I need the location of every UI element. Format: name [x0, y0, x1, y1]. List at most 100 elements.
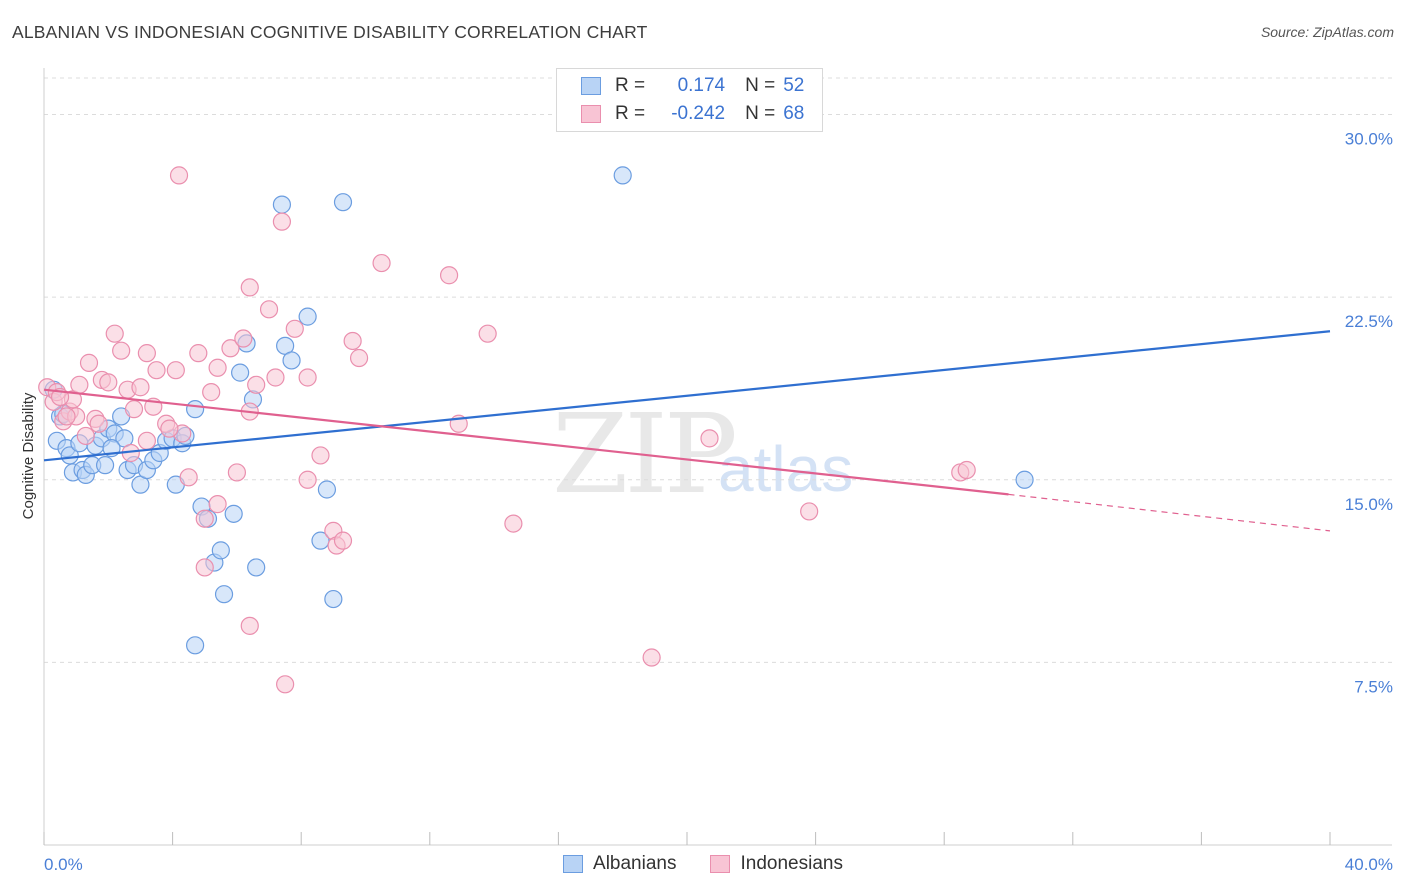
indonesians-point: [137, 344, 156, 363]
indonesians-point: [234, 329, 253, 348]
indonesians-swatch: [710, 855, 731, 873]
r-value-indonesians: -0.242: [671, 103, 726, 124]
indonesians-point: [70, 375, 89, 394]
indonesians-point: [227, 463, 246, 482]
legend-item-indonesians[interactable]: Indonesians: [710, 853, 843, 875]
indonesians-point: [160, 419, 179, 438]
n-value-indonesians: 68: [783, 103, 805, 124]
albanians-point: [317, 480, 337, 499]
indonesians-point: [105, 324, 124, 343]
legend-row-albanians: R = 0.174 N = 52: [581, 74, 804, 98]
albanians-point: [95, 456, 115, 475]
indonesians-point: [137, 431, 156, 450]
indonesians-point: [700, 429, 719, 448]
indonesians-point: [221, 339, 240, 358]
indonesians-point: [166, 361, 185, 380]
indonesians-point: [202, 383, 221, 402]
indonesians-point: [298, 368, 317, 387]
legend-label-albanians: Albanians: [593, 853, 677, 874]
data-points: [38, 166, 1034, 694]
indonesians-point: [79, 353, 99, 372]
albanians-point: [247, 558, 266, 577]
indonesians-trend-line: [43, 388, 1009, 496]
series-legend: Albanians Indonesians: [0, 852, 1406, 876]
indonesians-point: [195, 558, 214, 577]
albanians-point: [333, 193, 353, 212]
indonesians-point: [169, 166, 189, 185]
indonesians-point: [112, 341, 131, 360]
source-credit: Source: ZipAtlas.com: [1260, 24, 1394, 40]
stats-legend: R = 0.174 N = 52 R = -0.242 N = 68: [556, 68, 823, 132]
indonesians-point: [240, 616, 259, 635]
r-value-albanians: 0.174: [677, 75, 726, 96]
albanians-point: [613, 166, 632, 185]
chart-title: ALBANIAN VS INDONESIAN COGNITIVE DISABIL…: [12, 22, 648, 42]
n-label: N =: [745, 103, 776, 124]
indonesians-point: [343, 331, 362, 351]
indonesians-point: [276, 675, 295, 694]
indonesians-point: [311, 446, 330, 465]
indonesians-point: [240, 278, 259, 297]
tick-labels: 7.5% 15.0% 22.5% 30.0% 0.0% 40.0%: [44, 130, 1393, 874]
indonesians-point: [247, 375, 266, 394]
trend-lines: [43, 330, 1331, 532]
albanians-point: [186, 636, 205, 655]
albanians-point: [298, 307, 317, 326]
albanians-point: [1015, 470, 1034, 489]
n-value-albanians: 52: [783, 75, 805, 96]
indonesians-point: [504, 514, 523, 533]
indonesians-point: [800, 502, 819, 521]
indonesians-point: [642, 648, 661, 667]
x-tick-label: 40.0%: [1345, 855, 1393, 874]
axes: [43, 68, 1392, 846]
indonesians-point: [349, 348, 369, 368]
indonesians-point: [57, 407, 76, 426]
r-label: R =: [615, 103, 646, 124]
legend-item-albanians[interactable]: Albanians: [563, 853, 676, 875]
watermark-atlas: atlas: [718, 433, 854, 505]
indonesians-point: [208, 495, 227, 514]
albanians-point: [272, 195, 292, 214]
y-tick-label: 22.5%: [1345, 312, 1393, 331]
albanians-point: [231, 363, 250, 382]
indonesians-trend-extension: [1008, 493, 1331, 532]
indonesians-point: [76, 426, 95, 446]
indonesians-point: [439, 266, 459, 285]
indonesians-point: [208, 358, 227, 377]
indonesians-swatch: [581, 105, 601, 123]
indonesians-point: [285, 319, 304, 338]
x-tick-label: 0.0%: [44, 855, 83, 874]
albanians-point: [186, 400, 205, 419]
n-label: N =: [745, 75, 776, 96]
albanians-swatch: [563, 855, 584, 873]
indonesians-point: [333, 531, 353, 550]
indonesians-point: [179, 468, 198, 487]
indonesians-point: [957, 460, 976, 480]
legend-label-indonesians: Indonesians: [740, 853, 843, 874]
indonesians-point: [147, 361, 166, 380]
indonesians-point: [259, 300, 279, 319]
y-axis-title: Cognitive Disability: [20, 392, 37, 519]
indonesians-point: [298, 470, 317, 489]
y-tick-label: 30.0%: [1345, 130, 1393, 149]
indonesians-point: [131, 378, 150, 397]
indonesians-point: [478, 324, 497, 343]
indonesians-point: [195, 509, 214, 528]
legend-row-indonesians: R = -0.242 N = 68: [581, 102, 804, 126]
albanians-point: [324, 589, 343, 609]
indonesians-point: [124, 400, 144, 419]
albanians-point: [211, 541, 230, 560]
indonesians-point: [99, 373, 118, 392]
albanians-point: [214, 585, 234, 604]
indonesians-point: [189, 344, 208, 363]
y-tick-label: 15.0%: [1345, 495, 1393, 514]
albanians-point: [224, 504, 243, 523]
indonesians-point: [272, 212, 292, 231]
y-tick-label: 7.5%: [1354, 677, 1393, 696]
indonesians-point: [372, 253, 391, 273]
albanians-point: [60, 446, 79, 465]
albanians-trend-line: [43, 330, 1331, 462]
r-label: R =: [615, 75, 646, 96]
albanians-swatch: [581, 77, 601, 95]
